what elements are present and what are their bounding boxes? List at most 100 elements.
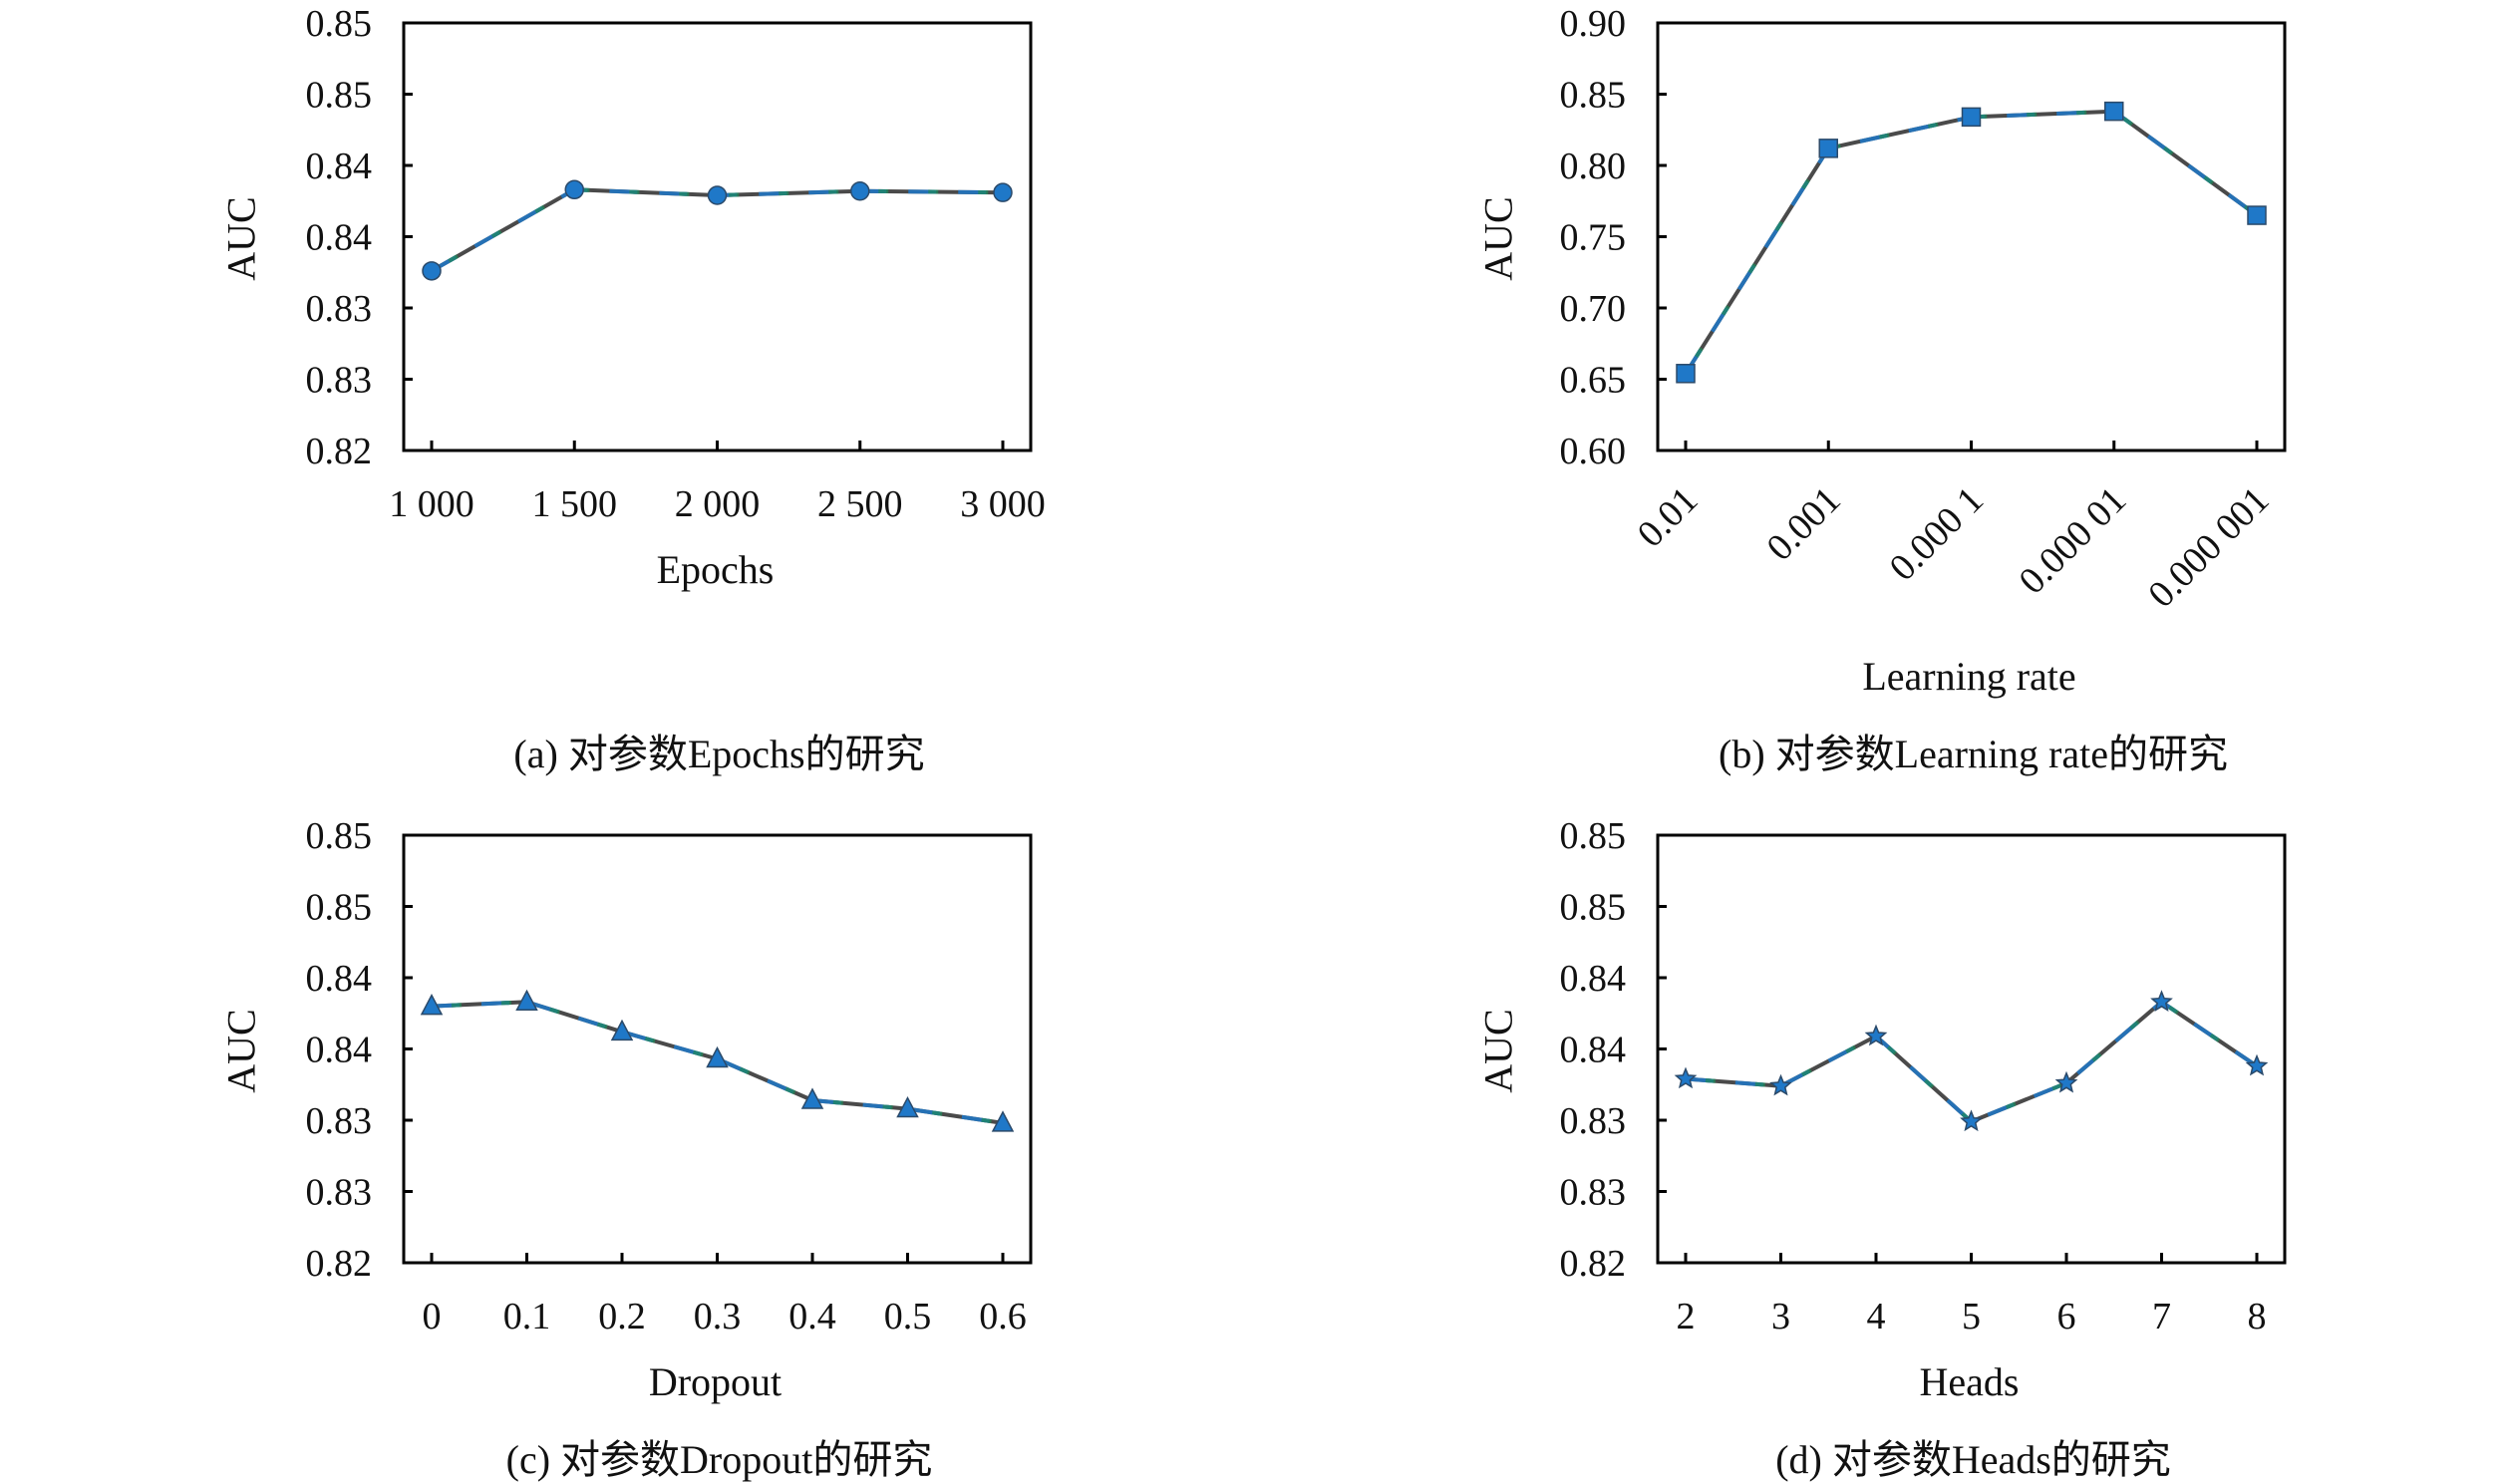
data-point-star	[1960, 1109, 1983, 1132]
y-tick-label: 0.84	[306, 1030, 373, 1071]
x-tick-label: 0.001	[1758, 479, 1848, 569]
data-point-star	[2245, 1053, 2269, 1076]
y-tick-label: 0.83	[306, 288, 373, 330]
x-axis-label: Dropout	[649, 1359, 782, 1404]
data-point-star	[2150, 990, 2173, 1012]
data-point-square	[2247, 205, 2267, 225]
y-tick-label: 0.82	[1560, 1243, 1627, 1285]
data-point-star	[1674, 1066, 1698, 1089]
x-tick-label: 5	[1962, 1296, 1981, 1337]
y-tick-label: 0.84	[1560, 958, 1627, 1000]
x-tick-label: 1 500	[532, 483, 618, 525]
x-tick-label: 2	[1677, 1296, 1696, 1337]
y-tick-label: 0.60	[1560, 431, 1627, 472]
plot-frame	[1656, 21, 2287, 452]
series-line-tint-green	[1685, 1000, 2259, 1124]
y-tick-label: 0.65	[1560, 360, 1627, 402]
subplot-c: 0.82 0.83 0.83 0.84 0.84 0.85 0.85 0 0.1 0.2 0.3 0.…	[219, 815, 1033, 1482]
y-tick-label: 0.70	[1560, 288, 1627, 330]
y-tick-label: 0.75	[1560, 217, 1627, 259]
y-axis-label: AUC	[219, 1009, 264, 1092]
data-point-triangle	[800, 1087, 824, 1109]
y-tick-label: 0.84	[306, 958, 373, 1000]
data-point-triangle	[420, 993, 444, 1016]
x-tick-label: 0.4	[788, 1296, 836, 1337]
data-point-triangle	[896, 1095, 919, 1118]
y-axis-label: AUC	[219, 196, 264, 280]
y-axis-label: AUC	[1476, 1009, 1521, 1092]
data-point-square	[2104, 101, 2124, 122]
x-tick-label: 4	[1867, 1296, 1886, 1337]
y-tick-label: 0.82	[306, 1243, 373, 1285]
y-tick-label: 0.85	[1560, 75, 1627, 117]
y-tick-label: 0.83	[306, 1172, 373, 1214]
series-line-tint-blue	[1685, 1000, 2259, 1124]
data-point-circle	[707, 185, 728, 205]
subplot-caption: (c) 对参数Dropout的研究	[506, 1437, 933, 1482]
data-point-circle	[422, 261, 442, 281]
x-tick-label: 0	[423, 1296, 442, 1337]
x-tick-label: 7	[2152, 1296, 2171, 1337]
data-point-circle	[850, 180, 870, 201]
data-point-triangle	[991, 1110, 1015, 1132]
y-axis-label: AUC	[1476, 196, 1521, 280]
x-tick-label: 0.000 1	[1882, 479, 1992, 589]
x-tick-label: 3 000	[960, 483, 1046, 525]
series-line-tint-green	[1684, 109, 2259, 375]
x-tick-label: 2 000	[675, 483, 761, 525]
x-axis-label: Epochs	[657, 547, 775, 592]
data-point-star	[1864, 1024, 1888, 1046]
x-tick-label: 6	[2057, 1296, 2076, 1337]
x-tick-label: 0.01	[1630, 479, 1707, 556]
data-point-circle	[564, 179, 584, 200]
x-tick-label: 8	[2248, 1296, 2267, 1337]
subplot-d: 0.82 0.83 0.83 0.84 0.84 0.85 0.85 2 3 4 5 6 7 8 Heads…	[1476, 815, 2287, 1482]
x-tick-label: 0.6	[979, 1296, 1027, 1337]
plot-frame	[402, 21, 1033, 452]
subplot-caption: (a) 对参数Epochs的研究	[513, 732, 924, 776]
y-tick-label: 0.84	[306, 146, 373, 187]
data-point-star	[1769, 1073, 1792, 1096]
y-tick-label: 0.83	[306, 360, 373, 402]
y-tick-label: 0.80	[1560, 146, 1627, 187]
data-point-triangle	[515, 989, 538, 1012]
y-tick-label: 0.85	[306, 887, 373, 929]
x-axis-label: Heads	[1920, 1359, 2020, 1404]
subplot-caption: (b) 对参数Learning rate的研究	[1719, 732, 2228, 776]
y-tick-label: 0.85	[306, 815, 373, 857]
subplot-a: 0.82 0.83 0.83 0.84 0.84 0.85 0.85 1 000 1 500 2 …	[219, 3, 1046, 776]
y-tick-label: 0.85	[1560, 887, 1627, 929]
data-point-square	[1676, 364, 1696, 384]
data-point-star	[2054, 1070, 2078, 1093]
y-tick-label: 0.82	[306, 431, 373, 472]
plot-frame	[1656, 833, 2287, 1265]
x-tick-label: 0.000 01	[2011, 479, 2134, 603]
y-tick-label: 0.85	[1560, 815, 1627, 857]
x-tick-label: 2 500	[817, 483, 903, 525]
y-tick-label: 0.90	[1560, 3, 1627, 45]
y-tick-label: 0.83	[1560, 1100, 1627, 1142]
y-tick-label: 0.85	[306, 75, 373, 117]
subplot-b: 0.60 0.65 0.70 0.75 0.80 0.85 0.90 0.01 0.001 0.0…	[1476, 3, 2287, 776]
data-point-triangle	[610, 1019, 634, 1041]
x-tick-label: 0.2	[598, 1296, 646, 1337]
data-point-square	[1818, 139, 1838, 158]
x-axis-label: Learning rate	[1862, 654, 2075, 699]
x-tick-label: 1 000	[389, 483, 474, 525]
subplot-caption: (d) 对参数Heads的研究	[1775, 1437, 2171, 1482]
data-point-circle	[993, 182, 1013, 202]
y-tick-label: 0.85	[306, 3, 373, 45]
y-tick-label: 0.84	[1560, 1030, 1627, 1071]
y-tick-label: 0.84	[306, 217, 373, 259]
x-tick-label: 0.000 001	[2140, 479, 2277, 616]
data-point-triangle	[706, 1045, 729, 1068]
x-tick-label: 0.3	[694, 1296, 742, 1337]
y-tick-label: 0.83	[1560, 1172, 1627, 1214]
x-tick-label: 0.5	[884, 1296, 932, 1337]
x-tick-label: 3	[1771, 1296, 1790, 1337]
y-tick-label: 0.83	[306, 1100, 373, 1142]
series-line	[1685, 1000, 2259, 1124]
x-tick-label: 0.1	[503, 1296, 551, 1337]
data-point-square	[1961, 107, 1982, 128]
